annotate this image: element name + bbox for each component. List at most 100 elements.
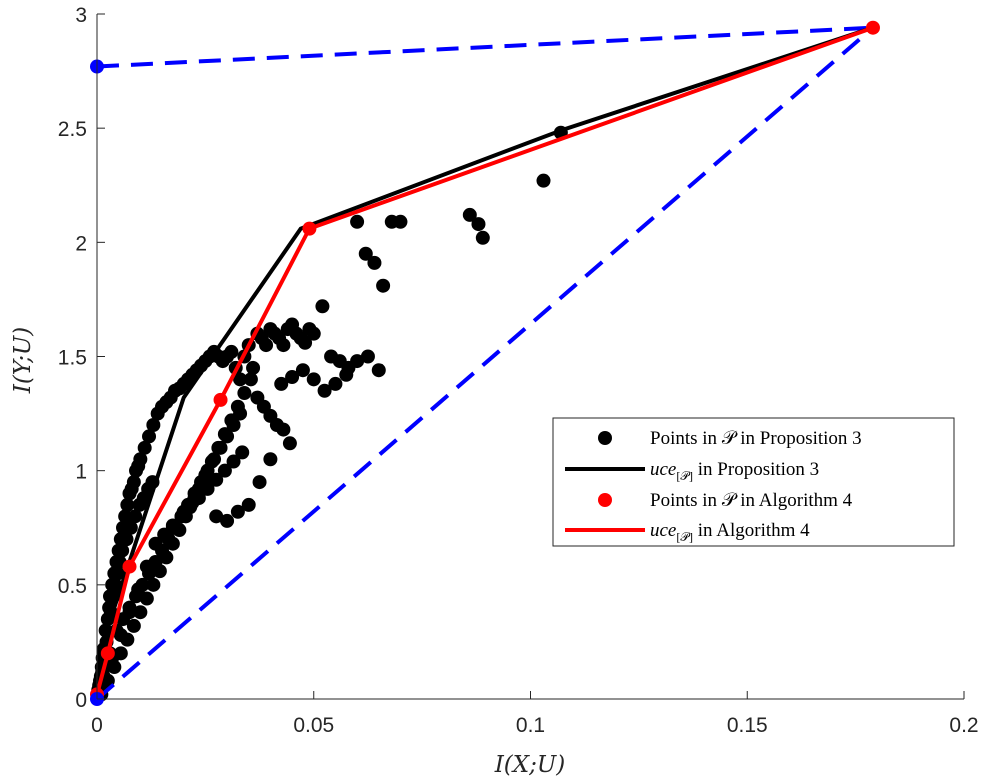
legend-label: uce[𝒫] in Algorithm 4 <box>650 520 810 544</box>
scatter-point <box>306 326 321 341</box>
scatter-point <box>475 230 490 245</box>
legend-marker <box>598 431 612 445</box>
legend-label: Points in 𝒫 in Algorithm 4 <box>650 490 853 511</box>
scatter-point <box>139 591 154 606</box>
scatter-point <box>350 214 365 229</box>
scatter-point <box>209 509 224 524</box>
scatter-point <box>110 566 125 581</box>
blue-dashed-line <box>95 26 875 701</box>
scatter-point <box>126 475 141 490</box>
scatter-point <box>118 509 133 524</box>
legend-label: uce[𝒫] in Proposition 3 <box>650 459 819 483</box>
x-axis-label: I(X;U) <box>494 752 566 778</box>
scatter-point <box>233 372 248 387</box>
x-tick-label: 0 <box>91 714 103 737</box>
scatter-point <box>146 418 161 432</box>
scatter-point <box>376 278 391 293</box>
scatter-point <box>120 632 135 647</box>
legend-item: uce[𝒫] in Algorithm 4 <box>565 520 810 544</box>
scatter-point <box>133 605 148 620</box>
scatter-point <box>235 445 250 460</box>
scatter-point <box>339 367 354 382</box>
scatter-point <box>358 246 373 261</box>
scatter-point <box>198 475 213 490</box>
scatter-point <box>237 386 252 401</box>
scatter-point <box>122 605 137 620</box>
legend-marker <box>598 493 612 507</box>
scatter-point <box>123 520 138 535</box>
scatter-point <box>217 427 232 442</box>
red-point <box>100 646 115 661</box>
scatter-point <box>241 497 256 512</box>
scatter-point <box>146 577 161 592</box>
y-tick-label: 1 <box>75 461 87 484</box>
legend-box <box>552 417 955 547</box>
scatter-point <box>107 660 122 675</box>
red-point <box>122 559 137 574</box>
scatter-point <box>126 618 141 633</box>
scatter-point <box>259 338 274 353</box>
scatter-point <box>128 509 143 524</box>
x-tick-label: 0.05 <box>293 714 334 737</box>
scatter-point <box>298 335 313 350</box>
scatter-point <box>306 372 321 387</box>
y-ticks: 0 0.5 1 1.5 2 2.5 3 <box>58 4 105 712</box>
legend-item: Points in 𝒫 in Algorithm 4 <box>598 490 853 511</box>
scatter-point <box>328 376 343 391</box>
scatter-point <box>119 532 134 547</box>
scatter-point <box>226 454 241 469</box>
scatter-point <box>139 559 154 574</box>
legend-label: Points in 𝒫 in Proposition 3 <box>650 428 862 449</box>
scatter-point <box>243 372 258 387</box>
scatter-point <box>137 440 152 455</box>
legend: Points in 𝒫 in Proposition 3 uce[𝒫] in Pr… <box>552 417 955 547</box>
x-tick-label: 0.1 <box>516 714 545 737</box>
scatter-point <box>276 422 291 437</box>
y-tick-label: 0 <box>75 689 87 712</box>
scatter-point <box>133 452 148 467</box>
y-tick-label: 2.5 <box>58 118 87 141</box>
y-tick-label: 3 <box>75 4 87 27</box>
scatter-point <box>274 376 289 391</box>
data-layer <box>90 20 880 706</box>
scatter-point <box>393 214 408 229</box>
scatter-point <box>165 520 180 535</box>
scatter-point <box>230 504 245 519</box>
scatter-point <box>276 338 291 353</box>
scatter-point <box>159 550 174 565</box>
scatter-point <box>367 255 382 270</box>
scatter-point <box>462 207 477 222</box>
black-uce-line <box>95 25 874 700</box>
blue-dashed-line <box>96 25 874 69</box>
red-uce-line <box>95 25 874 695</box>
scatter-point <box>148 536 163 551</box>
scatter-point <box>285 370 300 385</box>
scatter-point <box>204 454 219 469</box>
scatter-point <box>142 429 157 444</box>
scatter-point <box>113 646 128 661</box>
scatter-point <box>230 399 245 414</box>
scatter-point <box>282 436 297 451</box>
x-tick-label: 0.2 <box>949 714 978 737</box>
scatter-point <box>131 582 146 597</box>
scatter-point <box>120 497 135 512</box>
y-axis-label: I(Y;U) <box>10 327 36 395</box>
scatter-point <box>315 299 330 314</box>
scatter-point <box>263 452 278 467</box>
scatter-point <box>115 543 130 558</box>
scatter-point <box>224 413 239 428</box>
scatter-point <box>220 513 235 528</box>
scatter-point <box>252 475 267 490</box>
scatter-point <box>165 536 180 551</box>
scatter-point <box>209 472 224 487</box>
scatter-point <box>217 463 232 478</box>
scatter-point <box>317 383 332 398</box>
scatter-point <box>360 349 375 364</box>
x-tick-label: 0.15 <box>727 714 768 737</box>
scatter-point <box>246 360 261 375</box>
plot-area: 0 0.05 0.1 0.15 0.2 0 0.5 1 1.5 2 2.5 3 <box>58 4 979 737</box>
y-tick-label: 0.5 <box>58 575 87 598</box>
scatter-point <box>350 354 365 369</box>
scatter-point <box>211 440 226 455</box>
